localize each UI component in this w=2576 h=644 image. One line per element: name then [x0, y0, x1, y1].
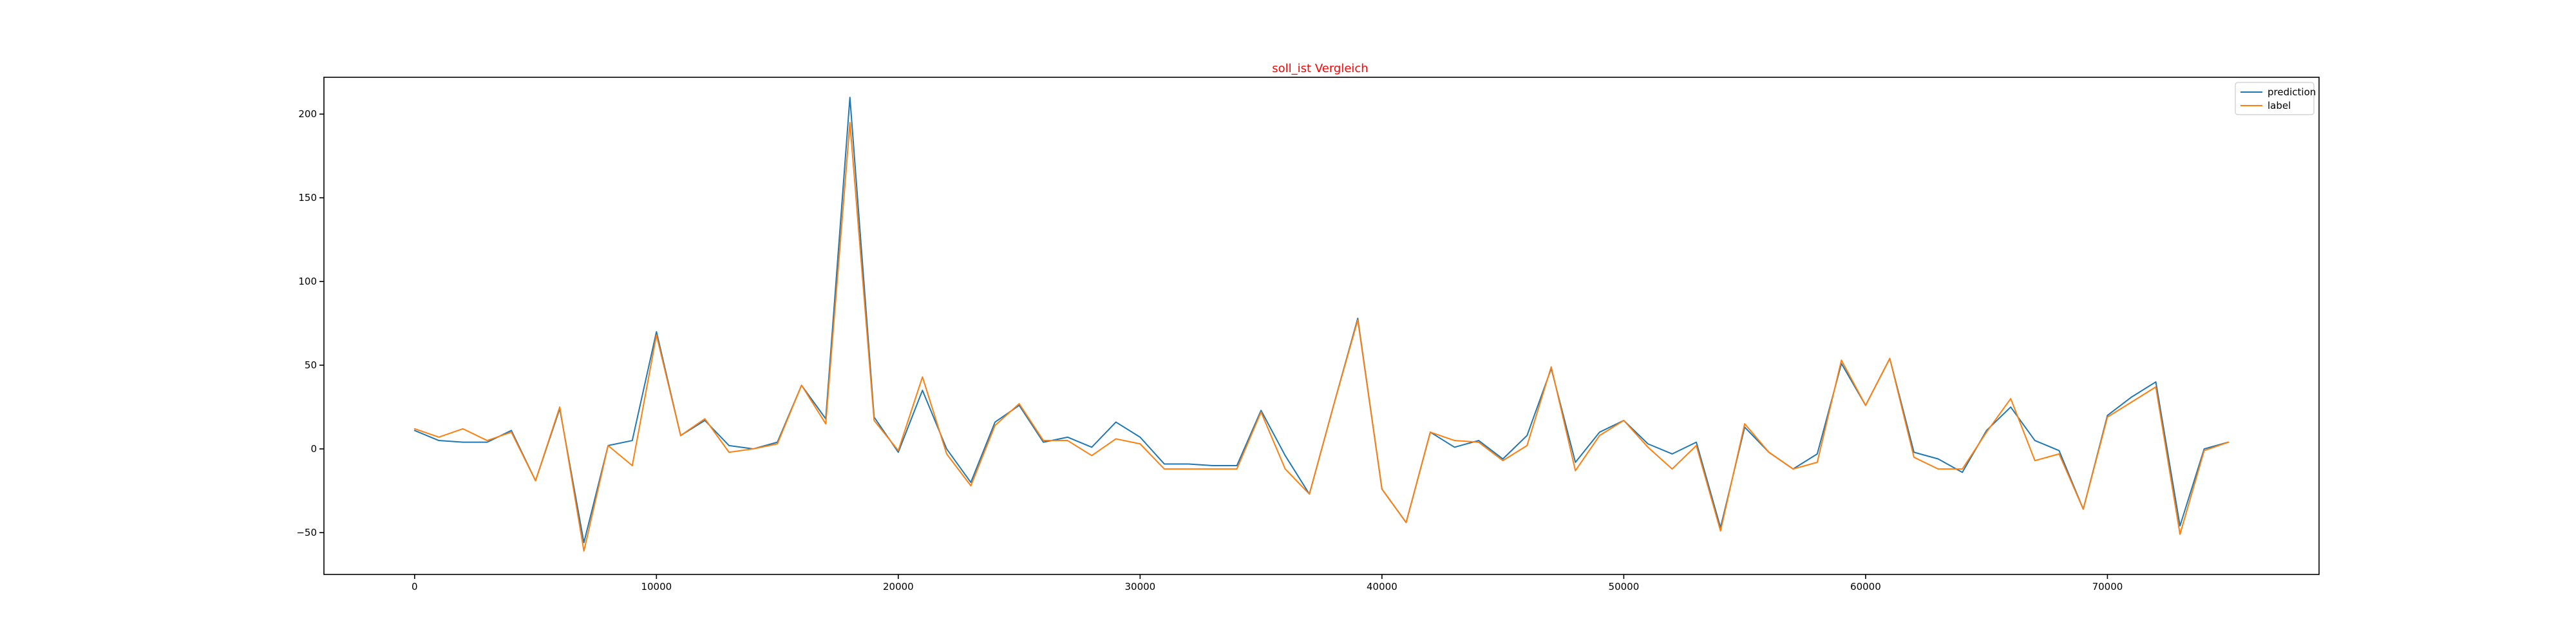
x-tick-label: 0: [412, 581, 418, 592]
legend: prediction label: [2235, 82, 2316, 115]
legend-box: [2235, 82, 2315, 115]
x-tick-label: 10000: [641, 581, 672, 592]
y-tick-label: 50: [305, 359, 317, 371]
y-tick-label: −50: [296, 527, 317, 538]
series-layer: [413, 97, 2230, 552]
x-tick-label: 70000: [2092, 581, 2123, 592]
x-tick-label: 60000: [1850, 581, 1881, 592]
y-axis: −50 0 50 100 150 200: [296, 108, 324, 538]
series-label: [413, 122, 2230, 552]
y-tick-label: 100: [298, 276, 317, 287]
legend-label-prediction: prediction: [2268, 86, 2316, 98]
y-tick-label: 0: [310, 443, 317, 455]
x-tick-label: 30000: [1125, 581, 1156, 592]
chart-title: soll_ist Vergleich: [1272, 62, 1368, 75]
x-tick-label: 20000: [883, 581, 914, 592]
x-tick-label: 40000: [1367, 581, 1397, 592]
x-tick-label: 50000: [1609, 581, 1640, 592]
x-axis: 0 10000 20000 30000 40000 50000 60000 70000: [412, 574, 2123, 592]
series-line-label: [413, 122, 2230, 552]
y-tick-label: 200: [298, 108, 317, 120]
y-tick-label: 150: [298, 192, 317, 204]
plot-frame: [323, 77, 2320, 575]
legend-label-label: label: [2268, 100, 2291, 111]
